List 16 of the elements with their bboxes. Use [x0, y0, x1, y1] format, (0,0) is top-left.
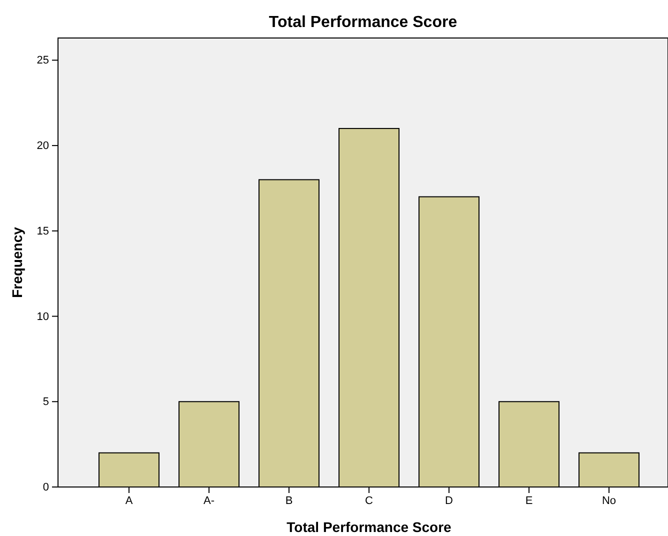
x-tick-label: E — [525, 494, 533, 507]
y-axis-title: Frequency — [9, 226, 25, 298]
x-tick-label: B — [285, 494, 293, 507]
y-tick-label: 0 — [42, 482, 49, 494]
x-tick-label: C — [365, 494, 374, 507]
x-tick-label: A- — [204, 494, 215, 507]
y-tick-label: 20 — [36, 140, 49, 152]
x-tick-label: No — [602, 494, 616, 507]
y-tick-label: 5 — [42, 396, 49, 408]
y-tick-label: 10 — [36, 310, 49, 323]
x-tick-label: A — [125, 494, 134, 507]
x-axis-title: Total Performance Score — [286, 519, 452, 535]
y-tick-label: 25 — [36, 54, 49, 67]
chart-title: Total Performance Score — [268, 14, 458, 31]
y-tick-label: 15 — [36, 225, 49, 238]
x-tick-label: D — [445, 494, 454, 507]
